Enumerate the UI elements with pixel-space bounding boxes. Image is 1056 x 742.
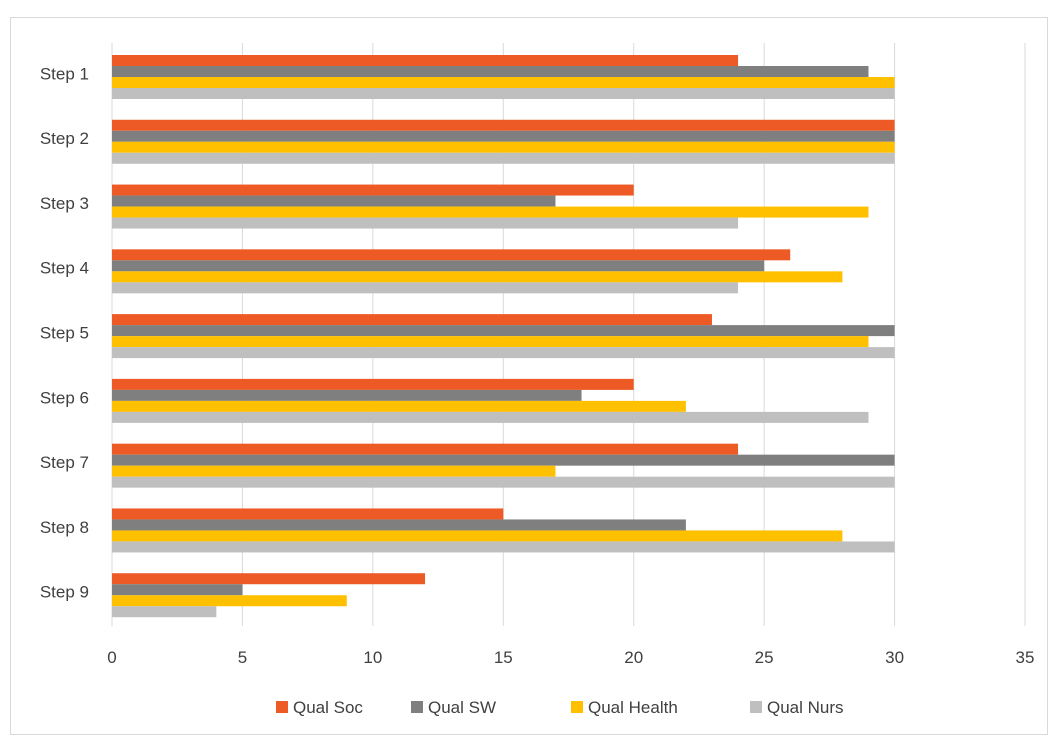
- legend-label: Qual Health: [588, 698, 678, 717]
- bar-qual-nurs-step-5: [112, 347, 895, 359]
- legend-label: Qual Soc: [293, 698, 363, 717]
- legend-label: Qual Nurs: [767, 698, 844, 717]
- category-label: Step 4: [40, 259, 89, 278]
- bar-qual-soc-step-5: [112, 314, 712, 326]
- bar-qual-nurs-step-1: [112, 88, 895, 99]
- x-tick-label: 25: [755, 648, 774, 667]
- legend: Qual Soc Qual SW Qual Health Qual Nurs: [276, 698, 844, 717]
- legend-label: Qual SW: [428, 698, 496, 717]
- bar-qual-soc-step-4: [112, 249, 791, 261]
- bar-qual-health-step-2: [112, 141, 895, 153]
- bar-qual-soc-step-3: [112, 184, 634, 196]
- bar-qual-sw-step-9: [112, 584, 243, 596]
- bar-qual-sw-step-2: [112, 130, 895, 142]
- x-tick-label: 30: [885, 648, 904, 667]
- category-label: Step 3: [40, 194, 89, 213]
- bar-qual-nurs-step-9: [112, 606, 217, 618]
- bar-qual-sw-step-6: [112, 389, 582, 401]
- category-label: Step 8: [40, 518, 89, 537]
- bar-qual-health-step-7: [112, 465, 556, 477]
- bar-qual-nurs-step-4: [112, 282, 739, 294]
- category-label: Step 5: [40, 324, 89, 343]
- x-tick-label: 15: [494, 648, 513, 667]
- bar-qual-nurs-step-2: [112, 152, 895, 164]
- x-tick-label: 0: [107, 648, 116, 667]
- category-label: Step 9: [40, 583, 89, 602]
- x-tick-labels: 0 5 10 15 20 25 30 35: [107, 648, 1034, 667]
- legend-swatch-qual-health: [571, 701, 583, 713]
- legend-swatch-qual-sw: [411, 701, 423, 713]
- bar-qual-nurs-step-8: [112, 541, 895, 553]
- bar-qual-health-step-5: [112, 336, 869, 348]
- bar-qual-sw-step-3: [112, 195, 556, 207]
- bar-qual-soc-step-9: [112, 573, 426, 585]
- bar-qual-sw-step-7: [112, 454, 895, 466]
- legend-swatch-qual-soc: [276, 701, 288, 713]
- x-tick-label: 20: [624, 648, 643, 667]
- category-label: Step 7: [40, 453, 89, 472]
- x-tick-label: 5: [238, 648, 247, 667]
- category-label: Step 1: [40, 64, 89, 83]
- bar-qual-health-step-6: [112, 400, 686, 412]
- bar-qual-soc-step-8: [112, 508, 504, 520]
- category-label: Step 6: [40, 388, 89, 407]
- bar-qual-nurs-step-3: [112, 217, 739, 229]
- bar-qual-health-step-8: [112, 530, 843, 542]
- x-tick-label: 10: [363, 648, 382, 667]
- bar-qual-health-step-3: [112, 206, 869, 218]
- bar-qual-sw-step-1: [112, 66, 869, 77]
- bar-qual-nurs-step-7: [112, 476, 895, 488]
- category-labels: Step 1 Step 2 Step 3 Step 4 Step 5 Step 6 Step…: [40, 64, 89, 601]
- bar-qual-soc-step-2: [112, 119, 895, 131]
- category-label: Step 2: [40, 129, 89, 148]
- bar-qual-health-step-4: [112, 271, 843, 283]
- bar-qual-health-step-1: [112, 77, 895, 88]
- bar-qual-health-step-9: [112, 595, 347, 607]
- x-tick-label: 35: [1016, 648, 1035, 667]
- bar-qual-sw-step-4: [112, 260, 765, 272]
- bar-qual-soc-step-7: [112, 443, 739, 455]
- bar-qual-soc-step-1: [112, 55, 739, 66]
- bar-qual-nurs-step-6: [112, 411, 869, 423]
- bar-qual-soc-step-6: [112, 378, 634, 390]
- bars: [112, 55, 895, 618]
- legend-swatch-qual-nurs: [750, 701, 762, 713]
- bar-qual-sw-step-5: [112, 325, 895, 337]
- bar-qual-sw-step-8: [112, 519, 686, 531]
